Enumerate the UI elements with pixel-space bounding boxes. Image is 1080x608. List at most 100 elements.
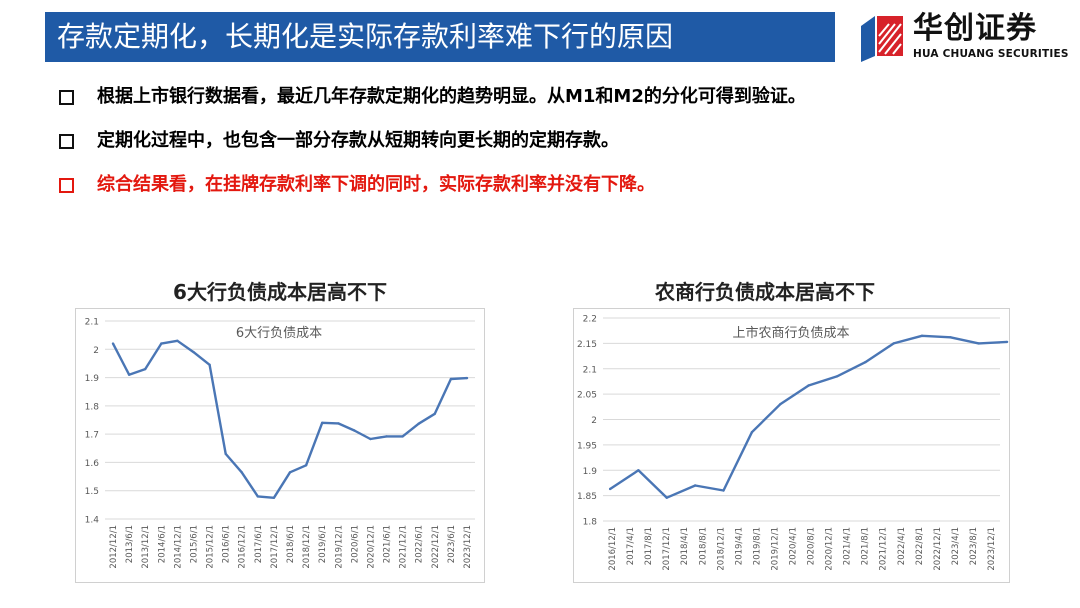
data-point: [401, 435, 404, 438]
data-point: [208, 363, 211, 366]
x-tick-label: 2021/6/1: [383, 525, 393, 563]
x-tick-label: 2023/12/1: [987, 527, 997, 571]
data-point: [127, 373, 131, 376]
y-tick-label: 2.2: [583, 315, 597, 325]
x-tick-label: 2023/12/1: [463, 525, 473, 569]
x-tick-label: 2014/6/1: [157, 525, 167, 563]
data-point: [449, 377, 453, 381]
data-point: [1005, 340, 1009, 344]
x-tick-label: 2018/12/1: [302, 525, 312, 569]
data-point: [694, 484, 697, 487]
x-tick-label: 2017/12/1: [662, 527, 672, 571]
x-tick-label: 2016/12/1: [608, 527, 618, 571]
data-point: [385, 435, 388, 438]
y-tick-label: 2.05: [577, 391, 597, 401]
x-tick-label: 2012/12/1: [109, 525, 119, 569]
x-tick-label: 2020/12/1: [825, 527, 835, 571]
square-bullet-icon: [59, 134, 74, 149]
y-tick-label: 2.1: [85, 318, 99, 328]
x-tick-label: 2022/12/1: [431, 525, 441, 569]
y-tick-label: 2: [93, 346, 99, 356]
data-point: [144, 367, 147, 371]
data-point: [240, 471, 243, 474]
data-point: [176, 339, 179, 342]
data-point: [192, 350, 195, 354]
x-tick-label: 2015/12/1: [206, 525, 216, 569]
x-tick-label: 2016/6/1: [222, 525, 232, 563]
logo-icon: [861, 16, 903, 62]
x-tick-label: 2020/4/1: [788, 527, 798, 565]
data-point: [637, 469, 640, 472]
x-tick-label: 2022/4/1: [897, 527, 907, 565]
data-point: [920, 334, 924, 337]
x-tick-label: 2020/6/1: [350, 525, 360, 563]
y-tick-label: 1.7: [85, 431, 99, 441]
data-point: [160, 342, 163, 345]
x-tick-label: 2021/8/1: [861, 527, 871, 565]
data-point: [321, 421, 324, 424]
data-point: [256, 495, 259, 498]
x-tick-label: 2019/12/1: [770, 527, 780, 571]
data-point: [722, 489, 725, 492]
x-tick-label: 2022/12/1: [933, 527, 943, 571]
data-point: [433, 412, 436, 415]
x-tick-label: 2019/8/1: [752, 527, 762, 565]
x-tick-label: 2015/6/1: [189, 525, 199, 563]
left-chart: 1.4 1.5 1.6 1.7 1.8 1.9 2 2.1 2012/12/1 2013/6/1 2…: [75, 308, 485, 583]
data-point: [608, 487, 612, 491]
logo-chinese-name: 华创证券: [913, 11, 1037, 46]
x-tick-label: 2017/12/1: [270, 525, 280, 569]
bullet-text: 综合结果看，在挂牌存款利率下调的同时，实际存款利率并没有下降。: [97, 174, 655, 195]
bullet-list: 根据上市银行数据看，最近几年存款定期化的趋势明显。从M1和M2的分化可得到验证。…: [55, 82, 1055, 214]
data-point: [949, 336, 952, 339]
data-point: [665, 496, 668, 499]
data-point: [807, 384, 810, 387]
x-tick-label: 2018/12/1: [716, 527, 726, 571]
x-tick-label: 2018/4/1: [680, 527, 690, 565]
company-logo: 华创证券 HUA CHUANG SECURITIES: [855, 10, 1068, 65]
bullet-item-3: 综合结果看，在挂牌存款利率下调的同时，实际存款利率并没有下降。: [55, 170, 1055, 200]
data-point: [224, 452, 227, 456]
data-point: [111, 342, 115, 345]
data-point: [835, 375, 839, 378]
data-point: [369, 437, 372, 441]
data-point: [465, 376, 469, 380]
x-tick-label: 2017/8/1: [644, 527, 654, 565]
y-tick-label: 2.15: [577, 340, 597, 350]
x-tick-label: 2019/4/1: [734, 527, 744, 565]
x-tick-label: 2021/12/1: [879, 527, 889, 571]
y-tick-label: 1.95: [577, 441, 597, 451]
square-bullet-icon: [59, 178, 74, 193]
y-tick-label: 2.1: [583, 365, 597, 375]
y-tick-label: 1.85: [577, 492, 597, 502]
right-chart-heading: 农商行负债成本居高不下: [655, 280, 875, 304]
x-tick-label: 2019/6/1: [318, 525, 328, 563]
square-bullet-icon: [59, 90, 74, 105]
x-tick-label: 2023/4/1: [951, 527, 961, 565]
x-tick-label: 2017/4/1: [626, 527, 636, 565]
y-tick-label: 1.9: [583, 467, 598, 477]
y-tick-label: 1.8: [583, 518, 598, 528]
y-tick-label: 1.4: [85, 516, 100, 526]
y-tick-label: 1.5: [85, 487, 99, 497]
y-tick-label: 1.6: [85, 459, 100, 469]
chart-inner-title: 上市农商行负债成本: [732, 325, 849, 341]
y-tick-label: 1.8: [85, 402, 100, 412]
x-tick-label: 2018/8/1: [698, 527, 708, 565]
data-point: [892, 342, 895, 345]
data-point: [750, 431, 754, 434]
x-tick-label: 2016/12/1: [238, 525, 248, 569]
x-tick-label: 2013/12/1: [141, 525, 151, 569]
data-point: [864, 361, 867, 364]
data-point: [304, 464, 308, 467]
chart-frame: [573, 308, 1010, 583]
data-point: [417, 422, 420, 425]
x-tick-label: 2023/8/1: [969, 527, 979, 565]
right-chart: 1.8 1.85 1.9 1.95 2 2.05 2.1 2.15 2.2 2016/12/1 20…: [573, 308, 1010, 583]
title-bar: 存款定期化，长期化是实际存款利率难下行的原因: [45, 12, 835, 62]
bullet-item-2: 定期化过程中，也包含一部分存款从短期转向更长期的定期存款。: [55, 126, 1055, 156]
chart-frame: [75, 308, 485, 583]
x-tick-label: 2023/6/1: [447, 525, 457, 563]
data-point: [337, 422, 340, 425]
x-tick-label: 2022/8/1: [915, 527, 925, 565]
